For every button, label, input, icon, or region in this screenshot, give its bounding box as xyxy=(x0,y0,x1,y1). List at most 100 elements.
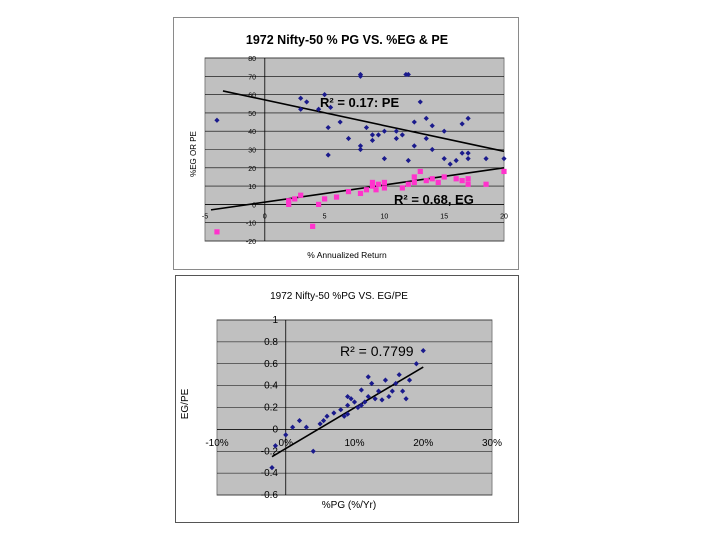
data-point xyxy=(429,146,435,153)
data-point xyxy=(406,377,413,383)
data-point xyxy=(459,150,465,156)
data-point xyxy=(413,361,419,367)
data-point xyxy=(325,124,331,131)
x-tick-label: -5 xyxy=(202,213,208,220)
data-point xyxy=(286,198,292,204)
data-point xyxy=(381,179,387,186)
data-point xyxy=(405,181,411,187)
data-point xyxy=(304,99,310,105)
data-point xyxy=(441,156,447,162)
y-tick-label: -10 xyxy=(246,221,256,228)
data-point xyxy=(423,178,429,184)
data-point xyxy=(459,178,465,184)
y-tick-label: 30 xyxy=(248,148,256,155)
data-point xyxy=(290,424,296,430)
y-tick-label: -20 xyxy=(246,239,256,246)
data-point xyxy=(269,465,275,471)
y-tick-label: -0.4 xyxy=(261,468,279,479)
data-point xyxy=(400,388,406,394)
data-point xyxy=(345,411,351,417)
data-point xyxy=(283,432,289,438)
data-point xyxy=(296,418,303,424)
data-point xyxy=(441,128,447,134)
y-tick-label: 20 xyxy=(248,166,256,173)
y-tick-label: 40 xyxy=(248,129,256,136)
chart-panel-top: 1972 Nifty-50 % PG VS. %EG & PE -20 -10 0 1… xyxy=(173,17,519,270)
data-point xyxy=(214,117,220,123)
data-point xyxy=(331,410,337,416)
chart-bottom-title: 1972 Nifty-50 %PG VS. EG/PE xyxy=(270,291,408,302)
data-point xyxy=(453,157,459,164)
data-point xyxy=(214,229,220,235)
y-tick-label: 0.2 xyxy=(264,403,278,414)
x-tick-label: 0% xyxy=(279,438,294,449)
data-point xyxy=(369,132,376,138)
data-point xyxy=(316,201,322,207)
data-point xyxy=(369,137,376,143)
y-tick-label: 50 xyxy=(248,111,256,118)
trend-line xyxy=(210,167,505,211)
data-point xyxy=(381,185,387,191)
data-point xyxy=(375,181,382,187)
data-point xyxy=(325,152,331,158)
data-point xyxy=(322,196,328,202)
chart-top-y-axis-label: %EG OR PE xyxy=(189,131,198,177)
data-point xyxy=(411,174,417,180)
data-point xyxy=(389,388,395,394)
data-point xyxy=(369,380,375,387)
data-point xyxy=(399,185,405,191)
data-point xyxy=(459,121,465,127)
trend-line xyxy=(222,90,505,153)
data-point xyxy=(441,174,447,180)
data-point xyxy=(372,396,378,402)
y-tick-label: -0.2 xyxy=(261,446,279,457)
data-point xyxy=(382,377,389,383)
data-point xyxy=(375,388,382,394)
data-point xyxy=(447,161,453,167)
data-point xyxy=(417,99,423,105)
data-point xyxy=(417,168,423,175)
data-point xyxy=(357,190,364,197)
data-point xyxy=(396,372,402,378)
chart-panel-bottom: 1972 Nifty-50 %PG VS. EG/PE -0.6 -0.4 -0.2… xyxy=(175,275,519,523)
data-point xyxy=(423,135,429,142)
data-point xyxy=(465,156,471,162)
data-point xyxy=(411,179,417,186)
data-point xyxy=(420,348,426,354)
y-tick-label: 0.8 xyxy=(264,337,278,348)
data-point xyxy=(429,123,435,129)
data-point xyxy=(310,448,316,454)
chart-top-title: 1972 Nifty-50 % PG VS. %EG & PE xyxy=(246,33,448,47)
data-point xyxy=(365,393,371,400)
data-point xyxy=(501,168,507,175)
data-point xyxy=(435,179,441,186)
x-tick-label: -10% xyxy=(205,438,228,449)
data-point xyxy=(483,156,489,162)
data-point xyxy=(298,192,304,198)
data-point xyxy=(393,380,399,387)
chart-top-x-axis-label: % Annualized Return xyxy=(307,250,387,260)
data-point xyxy=(369,183,376,189)
data-point xyxy=(465,176,471,182)
data-point xyxy=(362,399,368,405)
y-tick-label: 60 xyxy=(248,93,256,100)
chart-top-r2-pe-label: R² = 0.17: PE xyxy=(320,95,399,110)
data-point xyxy=(393,128,399,134)
data-point xyxy=(386,393,392,400)
data-point xyxy=(345,393,351,400)
data-point xyxy=(272,443,279,449)
y-tick-label: 1 xyxy=(272,315,278,326)
data-point xyxy=(403,396,409,402)
x-tick-label: 10 xyxy=(381,213,389,220)
y-tick-label: -0.6 xyxy=(261,490,279,501)
x-tick-label: 15 xyxy=(440,213,448,220)
data-point xyxy=(358,402,364,408)
data-point xyxy=(501,156,507,162)
data-point xyxy=(310,223,316,229)
data-point xyxy=(465,150,471,156)
data-point xyxy=(337,119,343,125)
chart-top-svg: 1972 Nifty-50 % PG VS. %EG & PE -20 -10 0 1… xyxy=(189,33,508,260)
chart-bottom-plot-area: -0.6 -0.4 -0.2 0 0.2 0.4 0.6 0.8 1 -10% 0% 10% 20% 30… xyxy=(205,315,502,501)
data-point xyxy=(345,402,351,408)
data-point xyxy=(303,424,309,430)
